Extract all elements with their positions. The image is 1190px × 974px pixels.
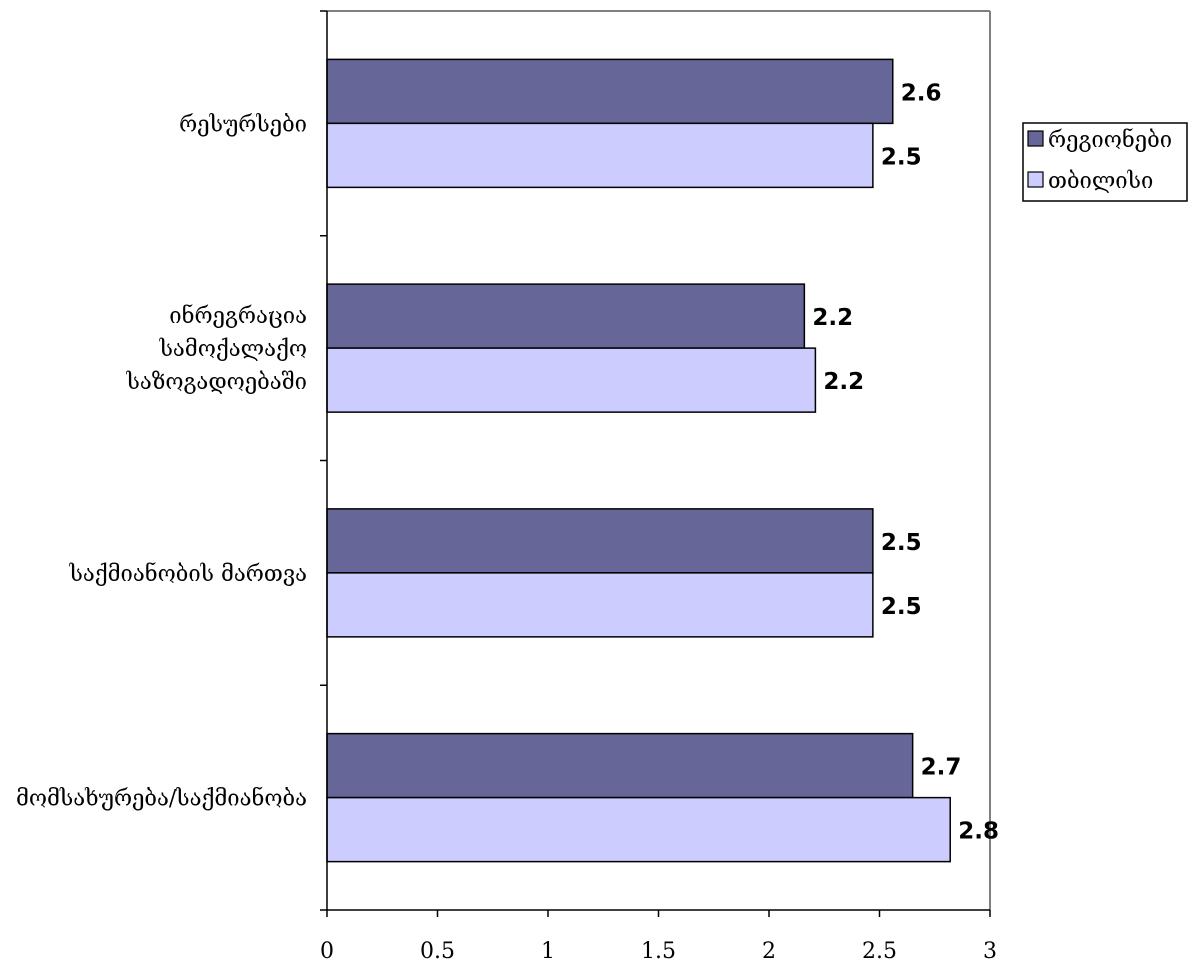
bar-tbilisi-0 [326,122,874,189]
legend-swatch-tbilisi [1027,171,1044,188]
plot-area: 2.6 2.5 რესურსები 2.2 2.2 ინრეგრაცია სამოქალაქ… [16,10,999,964]
category-label: ინრეგრაცია [169,303,307,329]
x-tick-label: 2.5 [862,939,897,964]
x-tick-label: 1 [541,939,555,964]
legend-label: რეგიონები [1048,127,1172,153]
legend: რეგიონები თბილისი [1022,122,1188,202]
data-label: 2.5 [881,144,922,170]
category-label: მომსახურება/საქმიანობა [16,786,307,812]
x-tick-label: 2 [762,939,776,964]
data-label: 2.2 [823,369,864,395]
x-tick-label: 1.5 [641,939,676,964]
legend-box [1022,122,1188,202]
data-label: 2.7 [921,755,962,781]
category-label: რესურსები [179,112,307,137]
bar-regions-2 [326,508,874,574]
data-label: 2.8 [958,819,999,845]
category-label: საქმიანობის მართვა [69,561,307,587]
bar-regions-3 [326,732,914,799]
legend-swatch-regions [1027,130,1044,147]
legend-label: თბილისი [1048,169,1153,194]
category-label: საზოგადოებაში [125,370,307,395]
bar-tbilisi-2 [326,572,874,638]
bar-tbilisi-3 [326,796,951,863]
bar-regions-1 [326,283,806,349]
data-label: 2.6 [901,80,942,106]
bar-regions-0 [326,58,894,125]
x-tick-label: 3 [983,939,997,964]
bar-tbilisi-1 [326,347,817,413]
x-tick-label: 0.5 [420,939,455,964]
data-label: 2.5 [881,530,922,556]
data-label: 2.2 [812,305,853,331]
x-tick-label: 0 [320,939,334,964]
data-label: 2.5 [881,594,922,620]
category-label: სამოქალაქო [159,337,307,362]
